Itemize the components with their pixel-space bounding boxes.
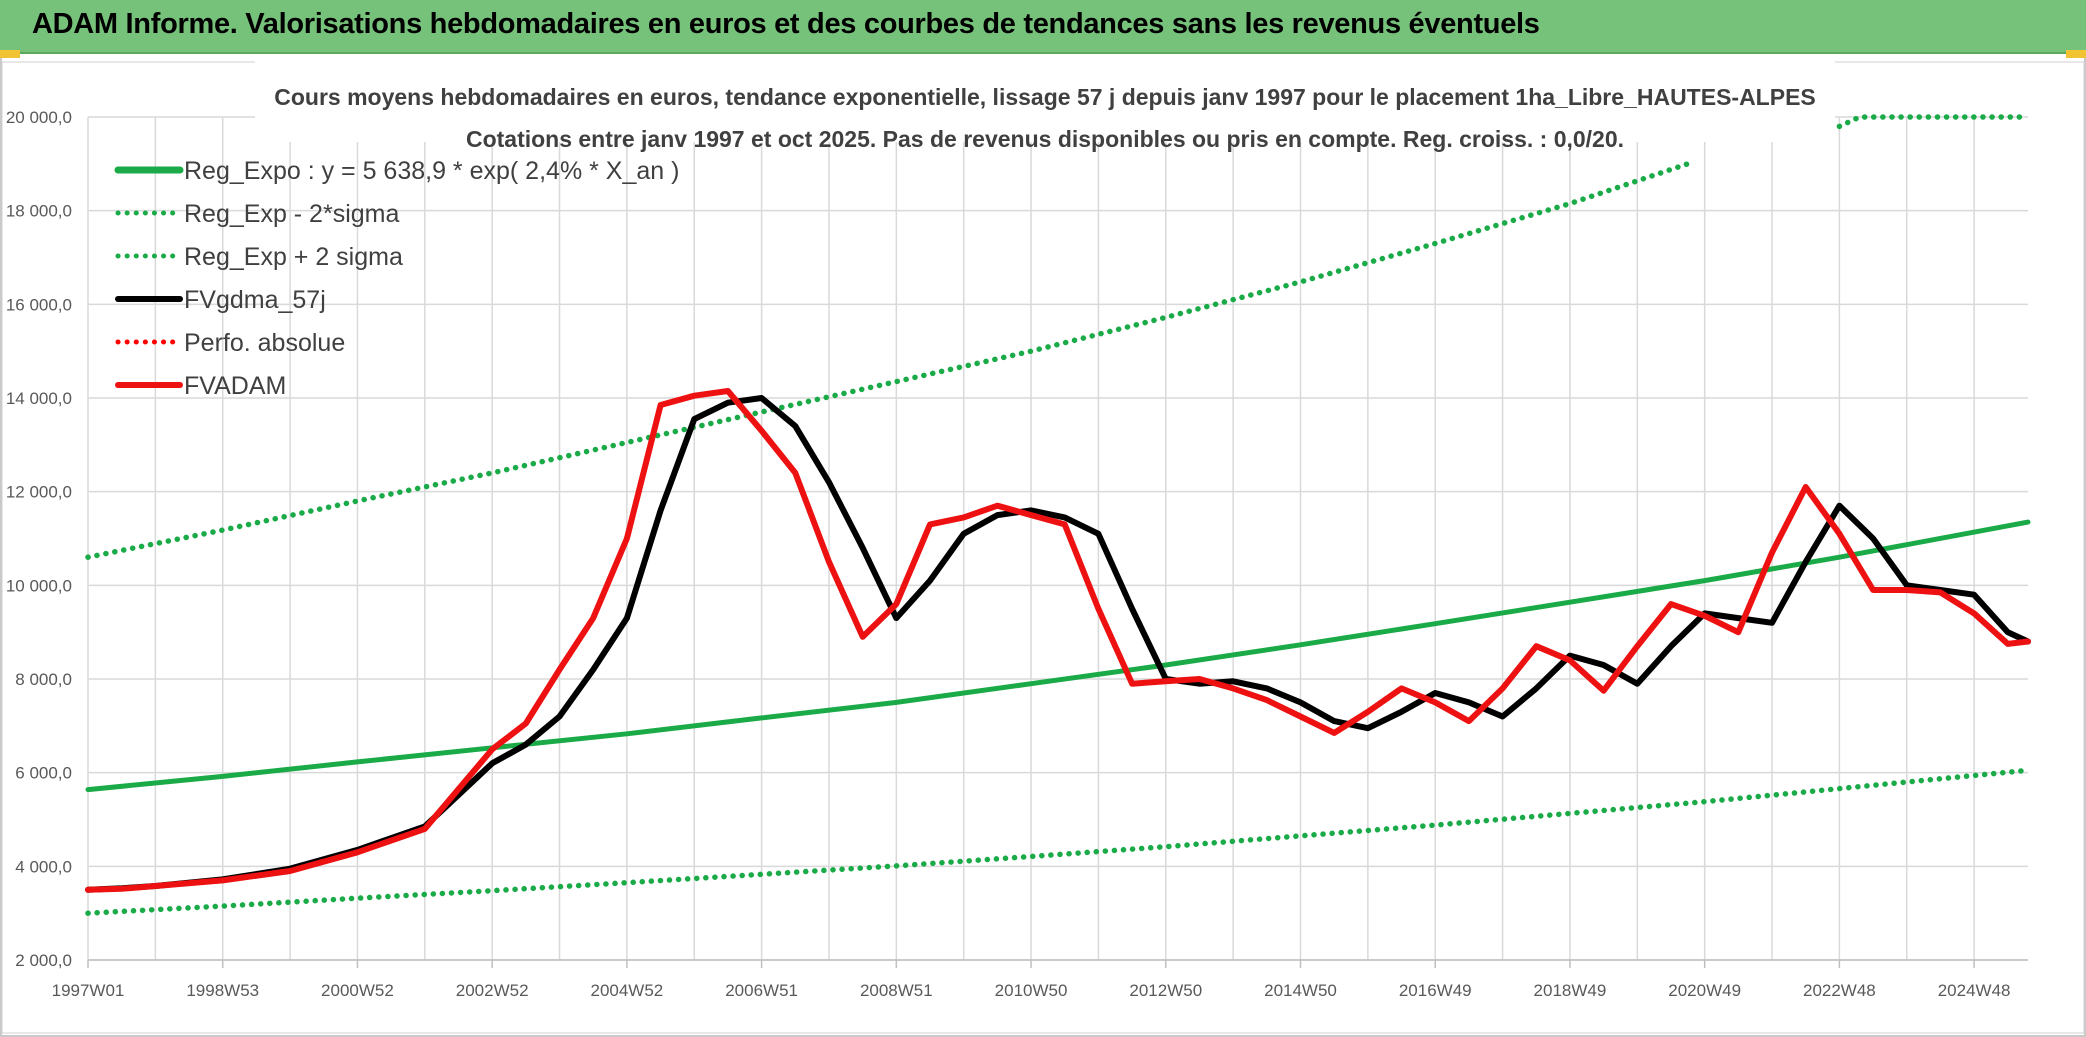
x-tick-label: 1998W53 [186,981,259,1000]
x-tick-label: 2016W49 [1399,981,1472,1000]
x-tick-label: 2018W49 [1534,981,1607,1000]
x-tick-label: 2006W51 [725,981,798,1000]
y-tick-label: 16 000,0 [6,295,72,314]
legend-label: Reg_Exp - 2*sigma [184,200,399,228]
y-tick-label: 10 000,0 [6,576,72,595]
x-tick-label: 2010W50 [995,981,1068,1000]
x-tick-label: 2000W52 [321,981,394,1000]
x-tick-label: 2024W48 [1938,981,2011,1000]
axis-labels: 2 000,0 4 000,0 6 000,0 8 000,0 10 000,0 12 0… [6,108,2011,1000]
series-line-2-upper [1836,114,2031,130]
line-chart: 2 000,0 4 000,0 6 000,0 8 000,0 10 000,0 12 0… [1,58,2085,1034]
legend-label: Perfo. absolue [184,329,345,357]
y-tick-label: 20 000,0 [6,108,72,127]
series-line-1 [85,767,2031,916]
chart-title-group: Cours moyens hebdomadaires en euros, ten… [255,58,1835,152]
legend-label: FVADAM [184,372,286,400]
series-line-0 [85,519,2031,793]
y-tick-label: 18 000,0 [6,202,72,221]
x-tick-label: 2008W51 [860,981,933,1000]
x-tick-label: 2014W50 [1264,981,1337,1000]
y-tick-label: 14 000,0 [6,389,72,408]
legend-label: Reg_Expo : y = 5 638,9 * exp( 2,4% * X_a… [184,157,679,185]
title-background [255,58,1835,142]
series-line-5 [85,388,2031,893]
legend-label: FVgdma_57j [184,286,326,314]
x-tick-label: 2002W52 [456,981,529,1000]
y-tick-label: 4 000,0 [15,857,72,876]
series-line-2 [85,161,1691,560]
corner-marker-right [2066,50,2086,58]
y-tick-label: 12 000,0 [6,483,72,502]
legend-label: Reg_Exp + 2 sigma [184,243,403,271]
x-tick-label: 1997W01 [52,981,125,1000]
series-line-3 [85,395,2031,893]
y-tick-label: 8 000,0 [15,670,72,689]
x-tick-label: 2004W52 [590,981,663,1000]
report-header: ADAM Informe. Valorisations hebdomadaire… [0,0,2086,54]
series-group [85,114,2031,916]
x-tick-label: 2022W48 [1803,981,1876,1000]
y-tick-label: 6 000,0 [15,764,72,783]
report-title: ADAM Informe. Valorisations hebdomadaire… [32,8,1540,40]
y-tick-label: 2 000,0 [15,951,72,970]
x-tick-label: 2012W50 [1129,981,1202,1000]
x-tick-label: 2020W49 [1668,981,1741,1000]
corner-marker-left [0,50,20,58]
legend: Reg_Expo : y = 5 638,9 * exp( 2,4% * X_a… [114,157,679,400]
chart-title: Cours moyens hebdomadaires en euros, ten… [274,84,1816,110]
chart-subtitle: Cotations entre janv 1997 et oct 2025. P… [466,126,1624,152]
